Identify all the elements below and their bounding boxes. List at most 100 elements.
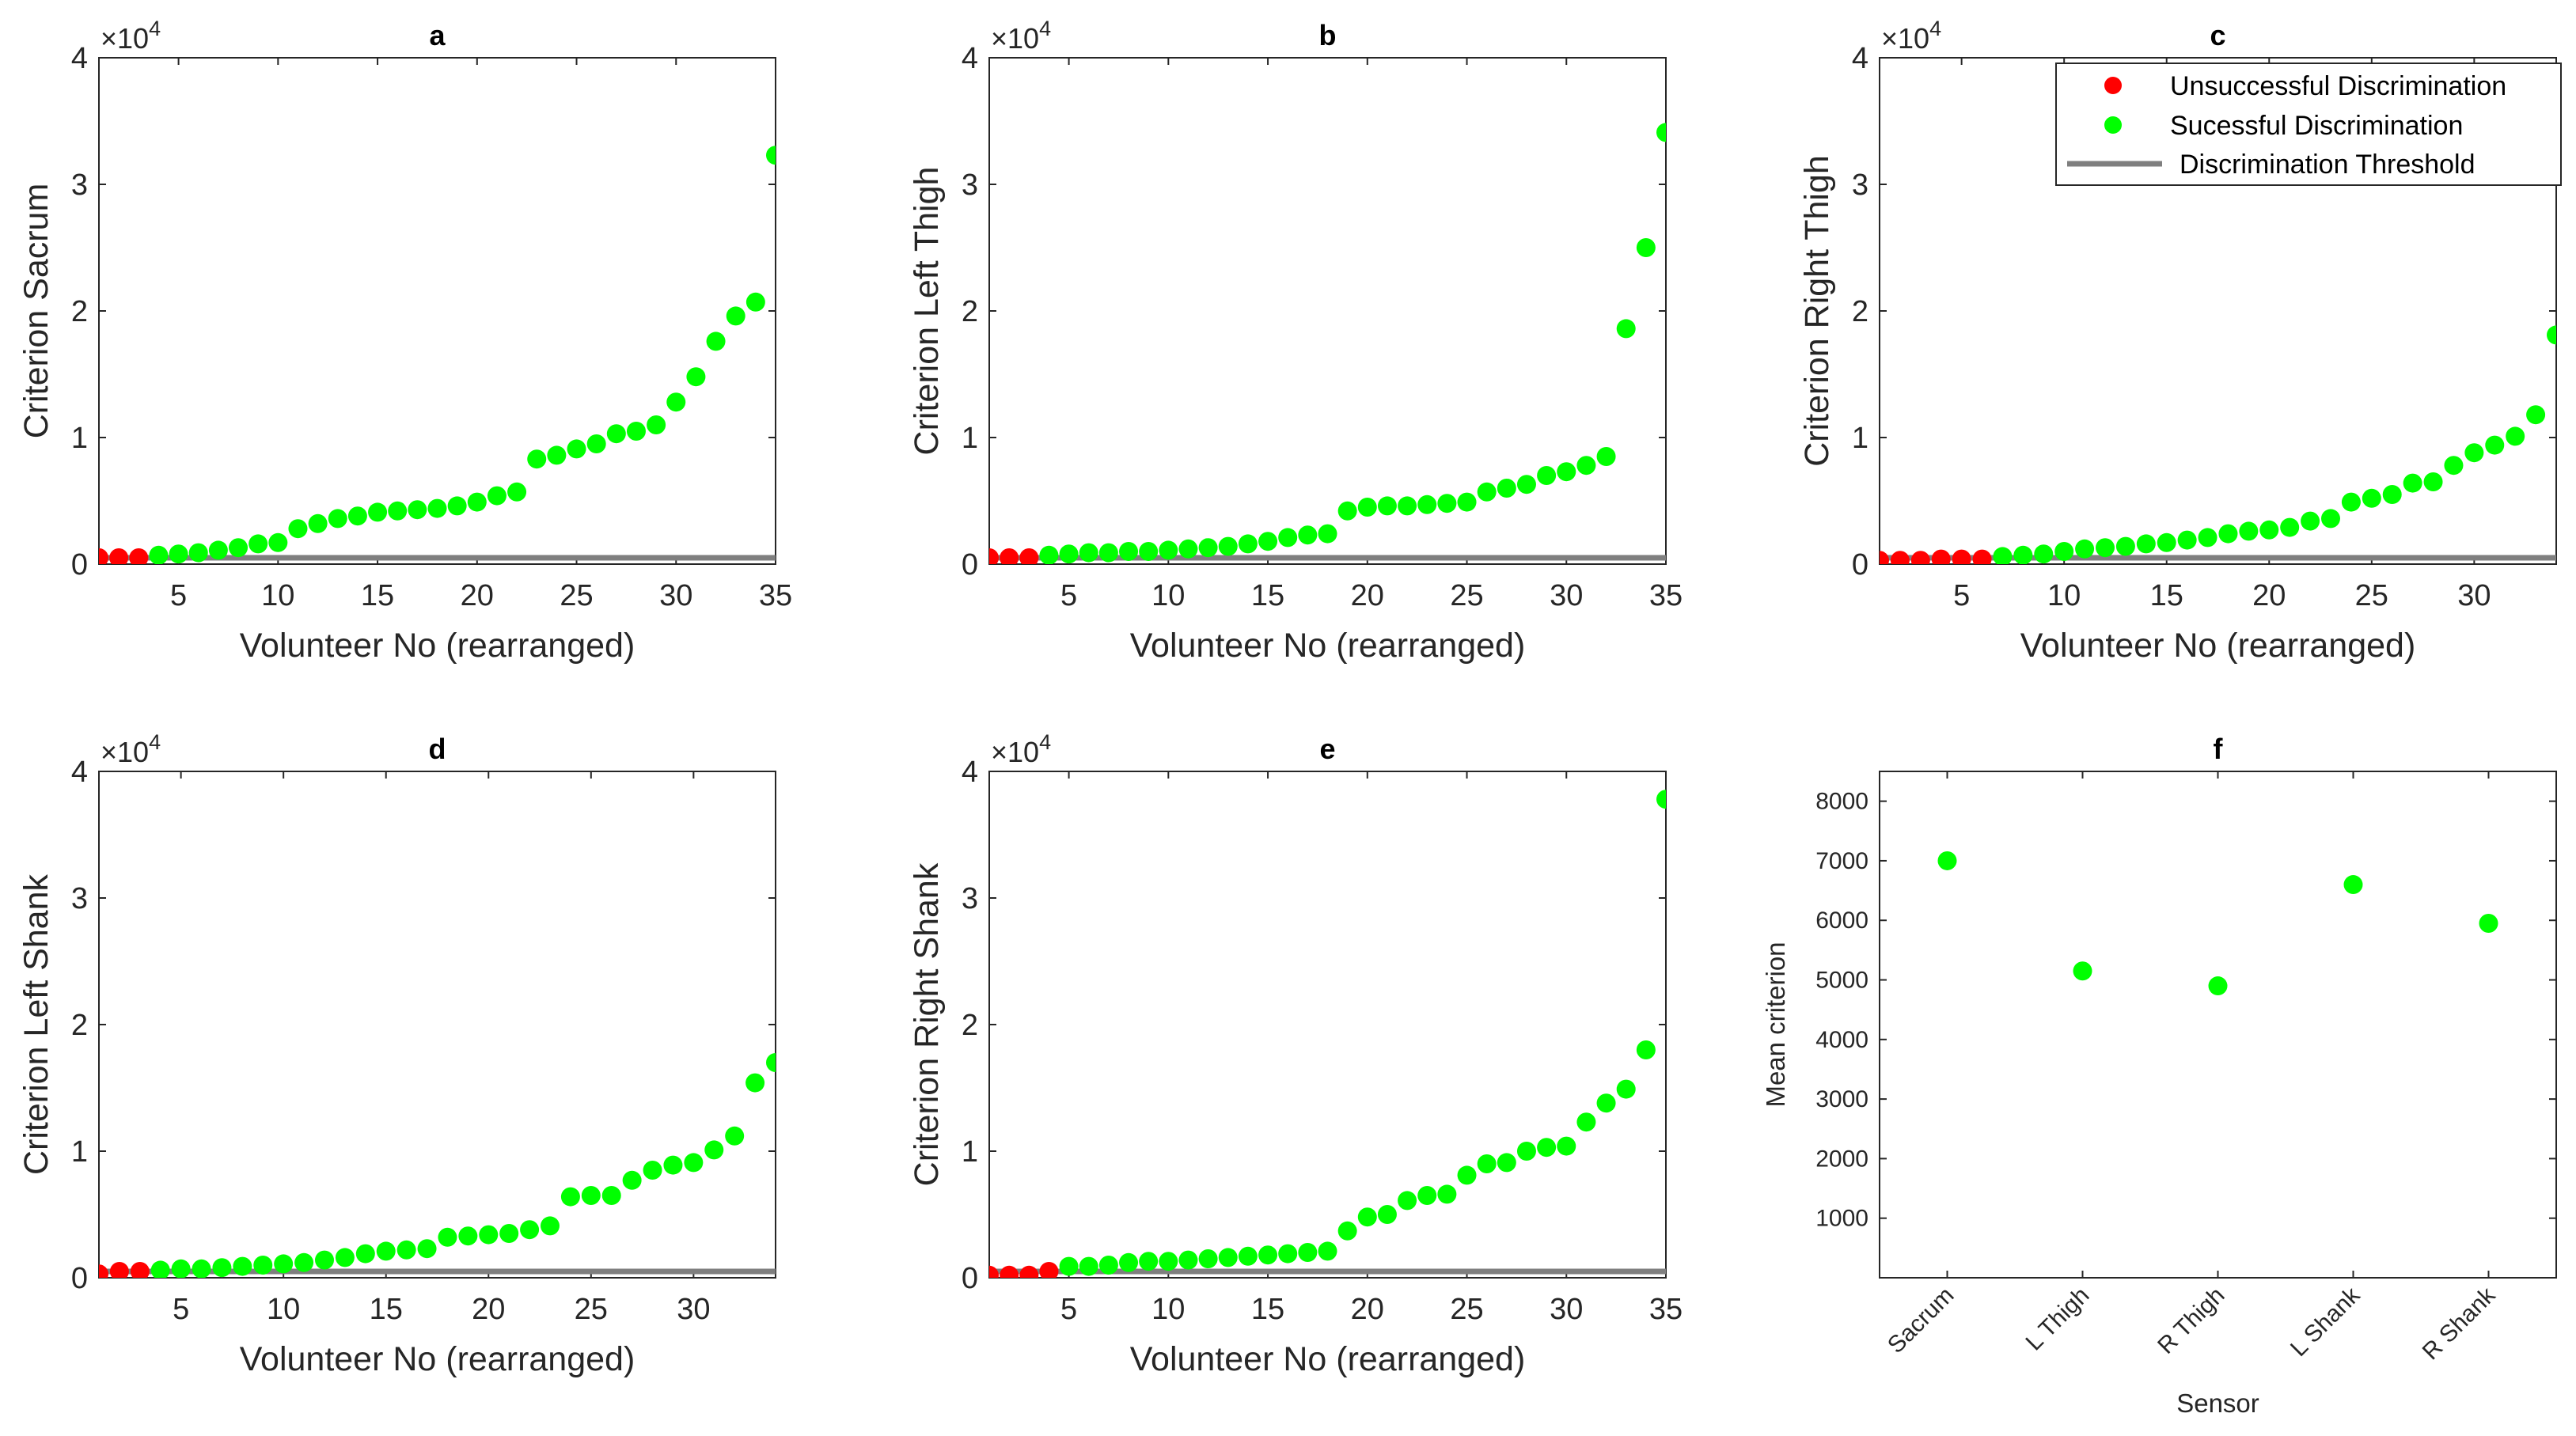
successful-point (2403, 473, 2422, 493)
unsuccessful-point (1039, 1262, 1059, 1278)
x-tick-label: 30 (2457, 579, 2491, 612)
x-tick-label: 25 (1450, 579, 1483, 612)
x-axis-label: Volunteer No (rearranged) (1130, 1340, 1526, 1378)
successful-point (355, 1244, 375, 1264)
y-tick-label: 1 (71, 422, 88, 455)
successful-point (2157, 532, 2176, 552)
x-tick-label: 5 (1060, 579, 1077, 612)
y-ticks: 0 1 2 3 4 (71, 756, 776, 1295)
mean-point (1937, 851, 1957, 870)
successful-point (2464, 443, 2484, 463)
successful-point (1298, 525, 1318, 545)
exponent-power: 4 (1039, 17, 1051, 40)
x-tick-label: 20 (2252, 579, 2286, 612)
successful-point (1616, 319, 1636, 339)
successful-point (233, 1256, 252, 1276)
panel-title: d (429, 733, 446, 765)
y-axis-label: Mean criterion (1761, 942, 1790, 1107)
successful-point (622, 1170, 642, 1190)
successful-point (1337, 1221, 1357, 1241)
successful-point (253, 1256, 273, 1275)
panel-title: f (2214, 733, 2224, 765)
unsuccessful-point (109, 548, 129, 564)
successful-point (1238, 534, 1258, 554)
successful-point (2198, 528, 2217, 547)
y-tick-label: 0 (71, 1262, 88, 1295)
successful-point (2280, 517, 2300, 537)
successful-point (1298, 1243, 1318, 1262)
successful-point (208, 540, 228, 560)
successful-point (2301, 511, 2320, 531)
unsuccessful-point (109, 1262, 129, 1278)
y-tick-label: 1 (962, 1135, 978, 1169)
y-axis-label: Criterion Left Shank (17, 873, 55, 1175)
exponent-power: 4 (149, 730, 161, 754)
successful-point (427, 498, 447, 518)
successful-point (1119, 1252, 1139, 1272)
successful-point (1357, 498, 1377, 517)
successful-point (1357, 1207, 1377, 1227)
successful-point (438, 1227, 457, 1247)
legend-successful-label: Sucessful Discrimination (2170, 111, 2463, 141)
unsuccessful-point (1952, 549, 1971, 564)
unsuccessful-point (1000, 1265, 1019, 1278)
successful-point (1576, 456, 1596, 476)
exponent-power: 4 (1929, 17, 1941, 40)
successful-point (315, 1250, 334, 1270)
successful-point (2382, 485, 2402, 504)
x-tick-label: 10 (267, 1293, 300, 1326)
y-axis-exponent: ×104 (1881, 17, 1941, 55)
successful-point (171, 1259, 191, 1278)
successful-point (2136, 534, 2156, 554)
successful-point (745, 1073, 765, 1093)
successful-point (1139, 542, 1159, 561)
x-tick-label: 20 (1351, 1293, 1384, 1326)
successful-point (2054, 542, 2074, 561)
x-tick-label: 25 (560, 579, 593, 612)
successful-point (1993, 547, 2013, 564)
successful-point (487, 486, 506, 506)
y-tick-label: 4 (962, 42, 978, 75)
x-tick-label: 15 (361, 579, 394, 612)
y-tick-label: 5000 (1815, 968, 1868, 994)
successful-point (1596, 447, 1616, 466)
successful-point (1258, 532, 1278, 551)
successful-point (328, 509, 347, 529)
successful-point (1636, 238, 1656, 257)
successful-point (1457, 1165, 1477, 1185)
successful-point (499, 1224, 519, 1243)
successful-point (686, 367, 706, 387)
panel-a: a 0 1 2 3 4 5 10 15 20 25 30 35 Volunteer No (rearran… (17, 17, 792, 665)
successful-point (2259, 520, 2279, 540)
x-tick-label: 5 (170, 579, 187, 612)
y-axis-exponent: ×104 (101, 730, 161, 768)
successful-point (666, 392, 686, 412)
y-ticks: 0 1 2 3 4 (71, 42, 776, 582)
x-tick-label: 10 (2047, 579, 2081, 612)
successful-point (1178, 1250, 1198, 1270)
successful-point (606, 424, 626, 444)
x-tick-label: 30 (677, 1293, 710, 1326)
successful-point (408, 500, 427, 520)
y-tick-label: 0 (962, 1262, 978, 1295)
exponent-base: ×10 (101, 736, 149, 768)
y-ticks: 1000 2000 3000 4000 5000 6000 7000 8000 (1815, 789, 2556, 1232)
mean-point (2479, 914, 2498, 933)
successful-point (1377, 496, 1397, 516)
legend-threshold-label: Discrimination Threshold (2180, 150, 2475, 180)
successful-point (2341, 492, 2361, 512)
x-tick-label: 35 (759, 579, 792, 612)
successful-point (1238, 1246, 1258, 1266)
successful-point (248, 534, 268, 554)
successful-point (2506, 426, 2525, 446)
plot-area (1937, 851, 2498, 996)
successful-point (1437, 494, 1457, 513)
successful-point (368, 502, 388, 522)
y-axis-label: Criterion Right Thigh (1798, 155, 1836, 467)
x-ticks: 5 10 15 20 25 30 35 (170, 58, 792, 612)
successful-point (1497, 479, 1516, 498)
x-axis-label: Volunteer No (rearranged) (2020, 627, 2416, 665)
successful-point (1516, 475, 1536, 494)
